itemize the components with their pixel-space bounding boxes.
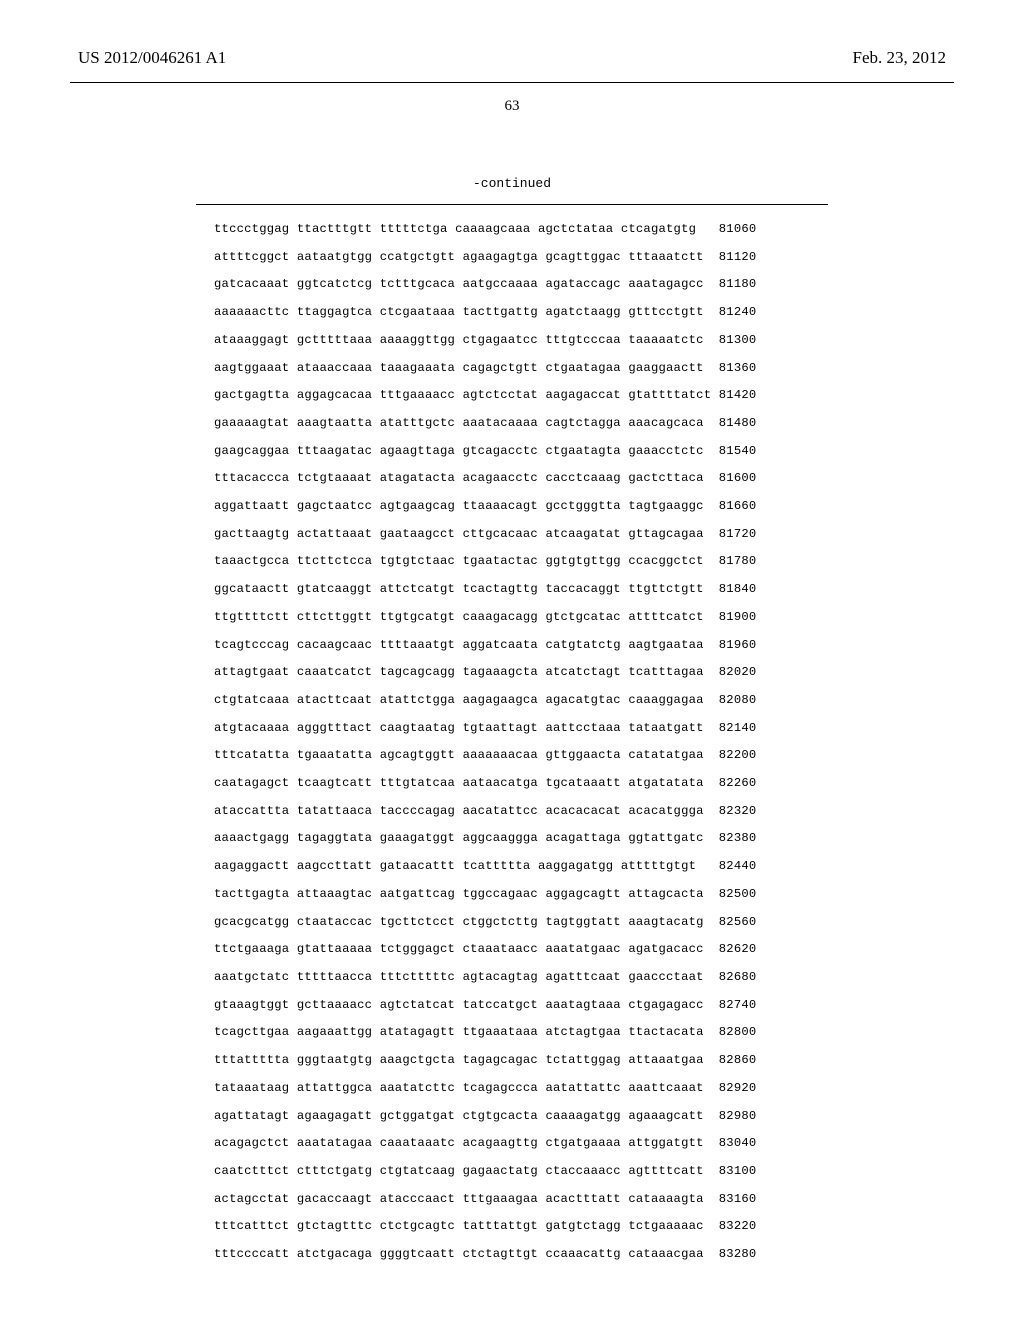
sequence-row: aaaaaacttc ttaggagtca ctcgaataaa tacttga…: [214, 299, 756, 327]
sequence-row: acagagctct aaatatagaa caaataaatc acagaag…: [214, 1130, 756, 1158]
sequence-row: ataccattta tatattaaca taccccagag aacatat…: [214, 798, 756, 826]
sequence-row: aagaggactt aagccttatt gataacattt tcatttt…: [214, 853, 756, 881]
sequence-row: tttacaccca tctgtaaaat atagatacta acagaac…: [214, 465, 756, 493]
sequence-row: gactgagtta aggagcacaa tttgaaaacc agtctcc…: [214, 382, 756, 410]
sequence-row: tttcatttct gtctagtttc ctctgcagtc tatttat…: [214, 1213, 756, 1241]
sequence-row: aaaactgagg tagaggtata gaaagatggt aggcaag…: [214, 825, 756, 853]
sequence-row: tacttgagta attaaagtac aatgattcag tggccag…: [214, 881, 756, 909]
publication-date: Feb. 23, 2012: [853, 48, 947, 68]
sequence-row: actagcctat gacaccaagt atacccaact tttgaaa…: [214, 1186, 756, 1214]
sequence-row: taaactgcca ttcttctcca tgtgtctaac tgaatac…: [214, 548, 756, 576]
sequence-row: gaaaaagtat aaagtaatta atatttgctc aaataca…: [214, 410, 756, 438]
sequence-row: tttattttta gggtaatgtg aaagctgcta tagagca…: [214, 1047, 756, 1075]
sequence-row: aggattaatt gagctaatcc agtgaagcag ttaaaac…: [214, 493, 756, 521]
sequence-row: tttcatatta tgaaatatta agcagtggtt aaaaaaa…: [214, 742, 756, 770]
sequence-row: ataaaggagt gctttttaaa aaaaggttgg ctgagaa…: [214, 327, 756, 355]
sequence-top-rule: [196, 204, 828, 205]
sequence-row: gaagcaggaa tttaagatac agaagttaga gtcagac…: [214, 438, 756, 466]
continued-label: -continued: [0, 176, 1024, 191]
page-number: 63: [0, 98, 1024, 115]
sequence-row: ttgttttctt cttcttggtt ttgtgcatgt caaagac…: [214, 604, 756, 632]
sequence-row: agattatagt agaagagatt gctggatgat ctgtgca…: [214, 1103, 756, 1131]
sequence-row: atgtacaaaa agggtttact caagtaatag tgtaatt…: [214, 715, 756, 743]
sequence-row: gtaaagtggt gcttaaaacc agtctatcat tatccat…: [214, 992, 756, 1020]
sequence-row: tcagtcccag cacaagcaac ttttaaatgt aggatca…: [214, 632, 756, 660]
sequence-row: ggcataactt gtatcaaggt attctcatgt tcactag…: [214, 576, 756, 604]
sequence-row: ttctgaaaga gtattaaaaa tctgggagct ctaaata…: [214, 936, 756, 964]
header-rule: [70, 82, 954, 83]
sequence-row: attagtgaat caaatcatct tagcagcagg tagaaag…: [214, 659, 756, 687]
sequence-listing: ttccctggag ttactttgtt tttttctga caaaagca…: [214, 216, 756, 1269]
patent-number: US 2012/0046261 A1: [78, 48, 226, 68]
sequence-row: tataaataag attattggca aaatatcttc tcagagc…: [214, 1075, 756, 1103]
sequence-row: gatcacaaat ggtcatctcg tctttgcaca aatgcca…: [214, 271, 756, 299]
sequence-row: caatctttct ctttctgatg ctgtatcaag gagaact…: [214, 1158, 756, 1186]
sequence-row: attttcggct aataatgtgg ccatgctgtt agaagag…: [214, 244, 756, 272]
sequence-row: ctgtatcaaa atacttcaat atattctgga aagagaa…: [214, 687, 756, 715]
sequence-row: tttccccatt atctgacaga ggggtcaatt ctctagt…: [214, 1241, 756, 1269]
sequence-row: caatagagct tcaagtcatt tttgtatcaa aataaca…: [214, 770, 756, 798]
sequence-row: gcacgcatgg ctaataccac tgcttctcct ctggctc…: [214, 909, 756, 937]
sequence-row: aaatgctatc tttttaacca tttctttttc agtacag…: [214, 964, 756, 992]
sequence-row: ttccctggag ttactttgtt tttttctga caaaagca…: [214, 216, 756, 244]
sequence-row: aagtggaaat ataaaccaaa taaagaaata cagagct…: [214, 355, 756, 383]
sequence-row: tcagcttgaa aagaaattgg atatagagtt ttgaaat…: [214, 1019, 756, 1047]
sequence-row: gacttaagtg actattaaat gaataagcct cttgcac…: [214, 521, 756, 549]
